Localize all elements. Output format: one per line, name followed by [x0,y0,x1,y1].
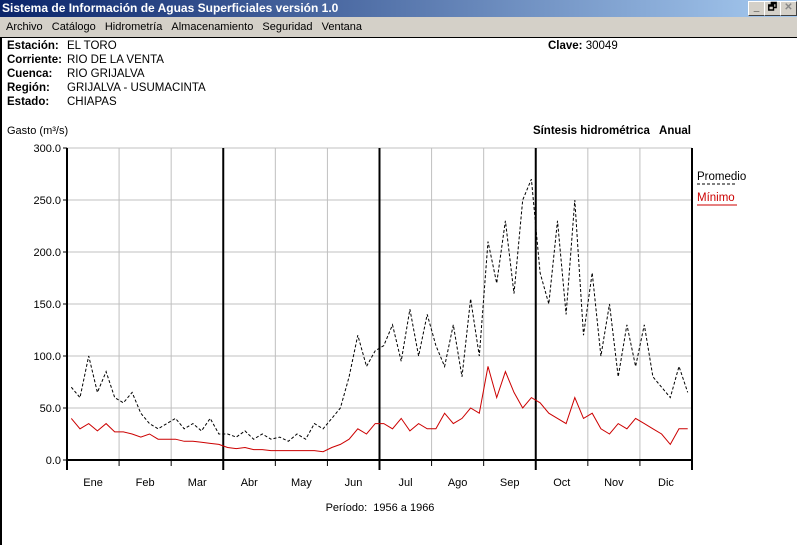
x-tick-label: Ago [448,477,468,489]
estado-label: Estado: [7,96,50,108]
x-tick-label: Feb [136,477,155,489]
y-axis-label: Gasto (m³/s) [7,125,68,137]
period-label: Período: 1956 a 1966 [326,502,435,514]
x-tick-label: Oct [553,477,570,489]
x-tick-label: Sep [500,477,520,489]
y-tick-label: 50.0 [40,403,61,415]
y-tick-label: 150.0 [33,299,61,311]
station-info: Estación: EL TORO Corriente: RIO DE LA VEN… [7,39,206,109]
x-tick-label: Ene [83,477,103,489]
menu-archivo[interactable]: Archivo [6,21,43,33]
menu-bar: Archivo Catálogo Hidrometría Almacenamie… [0,17,797,38]
clave-label: Clave: [548,40,583,52]
series-line-promedio [70,179,689,442]
menu-seguridad[interactable]: Seguridad [262,21,313,33]
x-tick-label: Dic [658,477,674,489]
y-tick-label: 250.0 [33,195,61,207]
legend-label-promedio: Promedio [697,171,746,183]
chart-window: Estación: EL TORO Corriente: RIO DE LA VEN… [0,38,797,545]
x-tick-label: Nov [604,477,624,489]
chart-title: Síntesis hidrométrica Anual [533,125,691,137]
estacion-value: EL TORO [67,40,117,52]
title-bar: Sistema de Información de Aguas Superfic… [0,0,797,17]
y-tick-label: 0.0 [46,455,61,467]
region-label: Región: [7,82,50,94]
cuenca-value: RIO GRIJALVA [67,68,145,80]
menu-almacenamiento[interactable]: Almacenamiento [171,21,254,33]
series-line-minimo [70,366,688,453]
menu-ventana[interactable]: Ventana [321,21,362,33]
estacion-label: Estación: [7,40,59,52]
x-tick-label: Abr [241,477,258,489]
corriente-value: RIO DE LA VENTA [67,54,164,66]
window-title: Sistema de Información de Aguas Superfic… [2,1,339,15]
x-tick-label: Jun [345,477,363,489]
y-tick-label: 100.0 [33,351,61,363]
x-tick-label: Jul [399,477,413,489]
corriente-label: Corriente: [7,54,62,66]
menu-hidrometria[interactable]: Hidrometría [104,21,163,33]
region-value: GRIJALVA - USUMACINTA [67,82,206,94]
x-tick-label: May [291,477,312,489]
x-tick-label: Mar [188,477,207,489]
y-tick-label: 300.0 [33,143,61,155]
legend-label-minimo: Mínimo [697,192,735,204]
close-button[interactable]: ✕ [780,1,797,16]
estado-value: CHIAPAS [67,96,117,108]
menu-catalogo[interactable]: Catálogo [51,21,96,33]
cuenca-label: Cuenca: [7,68,53,80]
y-tick-label: 200.0 [33,247,61,259]
clave-value: 30049 [585,40,618,52]
